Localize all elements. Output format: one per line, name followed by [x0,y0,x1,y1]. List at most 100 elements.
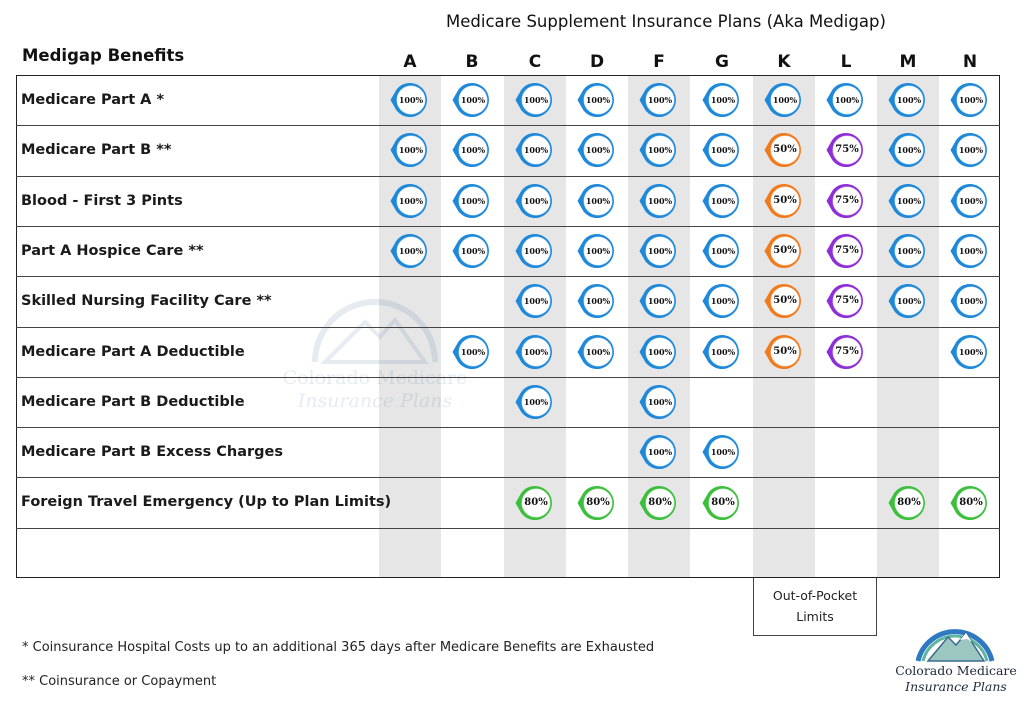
coverage-pin-icon [639,183,676,218]
coverage-value: 100% [585,95,611,105]
coverage-value: 50% [773,144,797,155]
coverage-value: 80% [959,497,983,508]
coverage-badge-b: 100% [452,80,492,120]
benefit-label: Medicare Part B ** [21,142,172,158]
coverage-badge-n: 100% [950,130,990,170]
coverage-pin-icon [639,334,676,369]
coverage-badge-d: 100% [577,281,617,321]
coverage-badge-a: 100% [390,231,430,271]
coverage-value: 80% [586,497,610,508]
coverage-pin-icon [950,485,987,520]
coverage-value: 50% [773,245,797,256]
coverage-badge-n: 100% [950,231,990,271]
row-divider [16,226,1000,227]
coverage-badge-l: 75% [826,130,866,170]
coverage-badge-d: 100% [577,181,617,221]
coverage-pin-icon [639,384,676,419]
coverage-pin-icon [452,82,489,117]
coverage-badge-k: 100% [764,80,804,120]
coverage-pin-icon [888,283,925,318]
coverage-value: 100% [585,296,611,306]
coverage-value: 50% [773,346,797,357]
coverage-badge-g: 80% [702,483,742,523]
coverage-value: 100% [460,145,486,155]
logo-tagline: Insurance Plans [905,679,1007,694]
coverage-value: 100% [647,95,673,105]
coverage-pin-icon [452,132,489,167]
coverage-value: 100% [460,95,486,105]
coverage-pin-icon [515,233,552,268]
benefit-label: Foreign Travel Emergency (Up to Plan Lim… [21,494,392,510]
coverage-badge-k: 50% [764,231,804,271]
coverage-badge-l: 75% [826,281,866,321]
coverage-pin-icon [764,132,801,167]
coverage-value: 100% [647,246,673,256]
coverage-badge-g: 100% [702,281,742,321]
coverage-pin-icon [577,485,614,520]
coverage-badge-f: 100% [639,181,679,221]
coverage-badge-c: 100% [515,281,555,321]
oop-line-1: Out-of-Pocket [772,588,858,603]
coverage-pin-icon [515,82,552,117]
coverage-pin-icon [888,132,925,167]
coverage-value: 75% [835,346,859,357]
coverage-value: 100% [710,145,736,155]
footnote-2: ** Coinsurance or Copayment [22,674,217,689]
coverage-value: 100% [398,246,424,256]
coverage-badge-f: 100% [639,382,679,422]
coverage-badge-n: 100% [950,181,990,221]
coverage-value: 75% [835,144,859,155]
benefit-label: Medicare Part B Deductible [21,394,245,410]
coverage-badge-k: 50% [764,130,804,170]
coverage-pin-icon [702,485,739,520]
coverage-pin-icon [950,82,987,117]
coverage-badge-k: 50% [764,332,804,372]
coverage-value: 100% [523,246,549,256]
plan-header-g: G [715,52,729,72]
coverage-pin-icon [826,233,863,268]
coverage-value: 100% [710,447,736,457]
coverage-badge-c: 100% [515,80,555,120]
coverage-pin-icon [764,183,801,218]
coverage-value: 100% [585,145,611,155]
coverage-badge-b: 100% [452,181,492,221]
coverage-value: 100% [647,296,673,306]
coverage-value: 100% [523,296,549,306]
row-divider [16,477,1000,478]
plan-header-n: N [962,52,978,72]
coverage-pin-icon [764,334,801,369]
row-divider [16,125,1000,126]
coverage-badge-g: 100% [702,181,742,221]
coverage-pin-icon [764,283,801,318]
chart-title: Medicare Supplement Insurance Plans (Aka… [446,12,886,31]
coverage-value: 100% [460,347,486,357]
coverage-pin-icon [950,334,987,369]
coverage-value: 100% [398,95,424,105]
benefits-table [16,75,1000,578]
coverage-value: 100% [958,296,984,306]
coverage-badge-m: 100% [888,231,928,271]
coverage-pin-icon [639,434,676,469]
plan-header-c: C [528,52,542,72]
coverage-pin-icon [577,183,614,218]
coverage-pin-icon [826,82,863,117]
coverage-value: 50% [773,195,797,206]
coverage-pin-icon [702,132,739,167]
coverage-pin-icon [826,132,863,167]
mountain-logo-icon [915,629,995,662]
coverage-pin-icon [888,233,925,268]
benefits-header: Medigap Benefits [22,46,185,65]
coverage-badge-b: 100% [452,332,492,372]
coverage-value: 100% [710,296,736,306]
coverage-badge-g: 100% [702,80,742,120]
coverage-pin-icon [702,283,739,318]
coverage-value: 100% [958,347,984,357]
coverage-pin-icon [764,82,801,117]
coverage-badge-d: 80% [577,483,617,523]
plan-header-b: B [465,52,479,72]
coverage-badge-n: 100% [950,80,990,120]
oop-line-2: Limits [796,609,834,624]
coverage-pin-icon [702,233,739,268]
coverage-badge-f: 100% [639,130,679,170]
coverage-value: 100% [585,196,611,206]
